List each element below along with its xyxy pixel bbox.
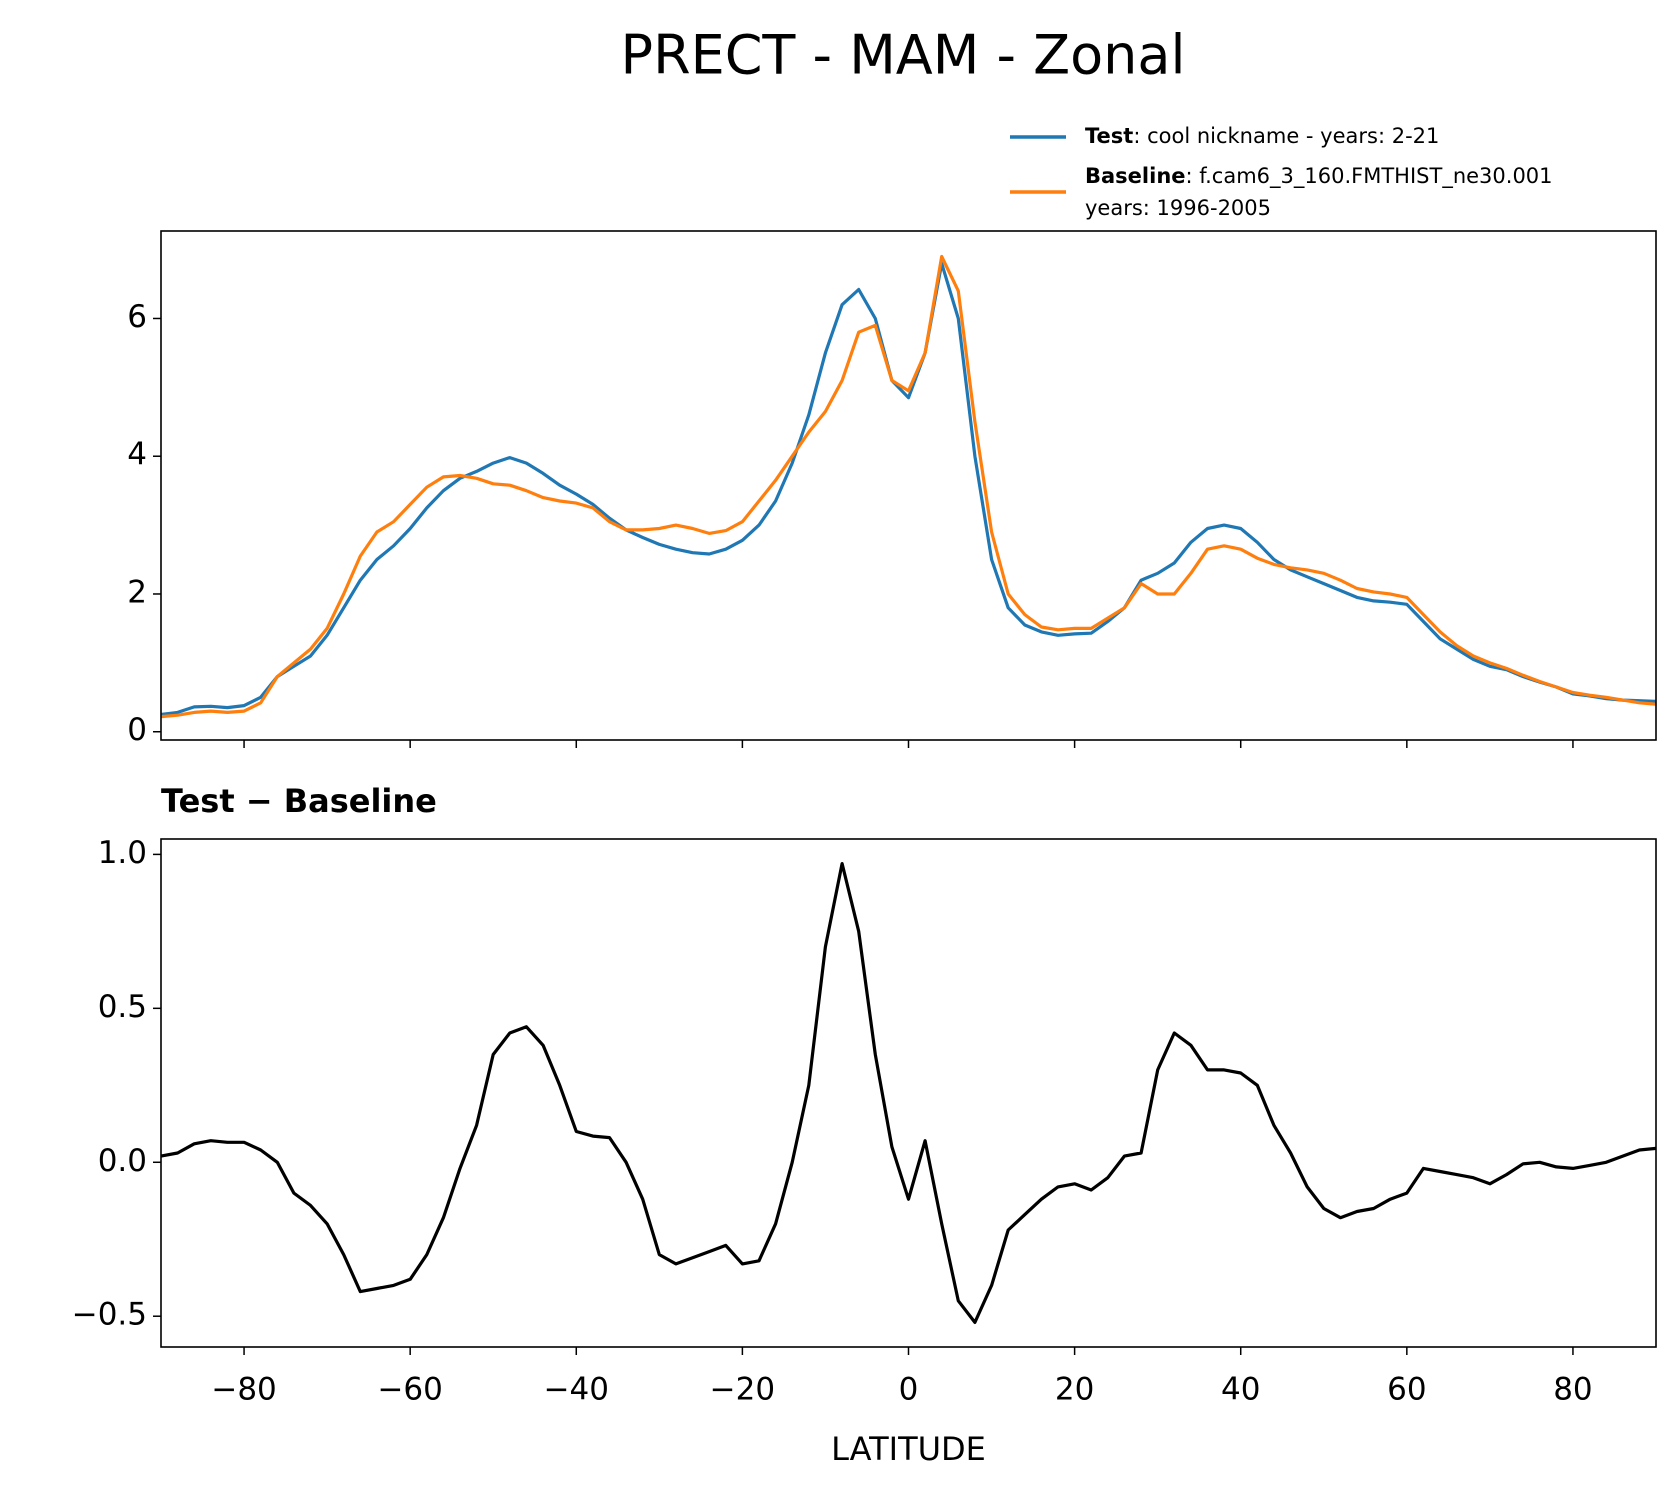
x-tick-label: 20 <box>1055 1372 1094 1408</box>
panel-title: Test − Baseline <box>161 782 437 820</box>
legend-description: years: 1996-2005 <box>1085 196 1271 220</box>
y-tick-label: 6 <box>127 299 147 335</box>
data-line <box>160 254 1657 719</box>
y-tick-label: 0.5 <box>98 989 147 1025</box>
x-tick-label: −40 <box>544 1372 609 1408</box>
data-line <box>160 862 1657 1324</box>
legend-name: Test <box>1085 124 1133 148</box>
legend-description: : f.cam6_3_160.FMTHIST_ne30.001 <box>1186 164 1553 189</box>
y-tick-label: −0.5 <box>72 1297 147 1333</box>
x-tick-label: 40 <box>1221 1372 1260 1408</box>
x-axis-label: LATITUDE <box>831 1430 986 1468</box>
x-tick-label: 60 <box>1387 1372 1426 1408</box>
y-tick-label: 0.0 <box>98 1143 147 1179</box>
legend-label: years: 1996-2005 <box>1085 196 1271 220</box>
x-tick-label: −80 <box>211 1372 276 1408</box>
x-tick-label: 0 <box>899 1372 919 1408</box>
legend-label: Baseline: f.cam6_3_160.FMTHIST_ne30.001 <box>1085 164 1553 189</box>
y-tick-label: 0 <box>127 712 147 748</box>
plot-frame <box>160 230 1657 741</box>
y-tick-label: 2 <box>127 574 147 610</box>
legend-description: : cool nickname - years: 2-21 <box>1133 124 1439 148</box>
x-tick-label: 80 <box>1553 1372 1592 1408</box>
plot-frame <box>160 838 1657 1348</box>
y-tick-label: 4 <box>127 437 147 473</box>
legend-name: Baseline <box>1085 164 1186 188</box>
legend-label: Test: cool nickname - years: 2-21 <box>1085 124 1439 148</box>
data-line <box>160 261 1657 717</box>
y-tick-label: 1.0 <box>98 835 147 871</box>
figure-title: PRECT - MAM - Zonal <box>621 24 1186 87</box>
x-tick-label: −20 <box>710 1372 775 1408</box>
x-tick-label: −60 <box>377 1372 442 1408</box>
